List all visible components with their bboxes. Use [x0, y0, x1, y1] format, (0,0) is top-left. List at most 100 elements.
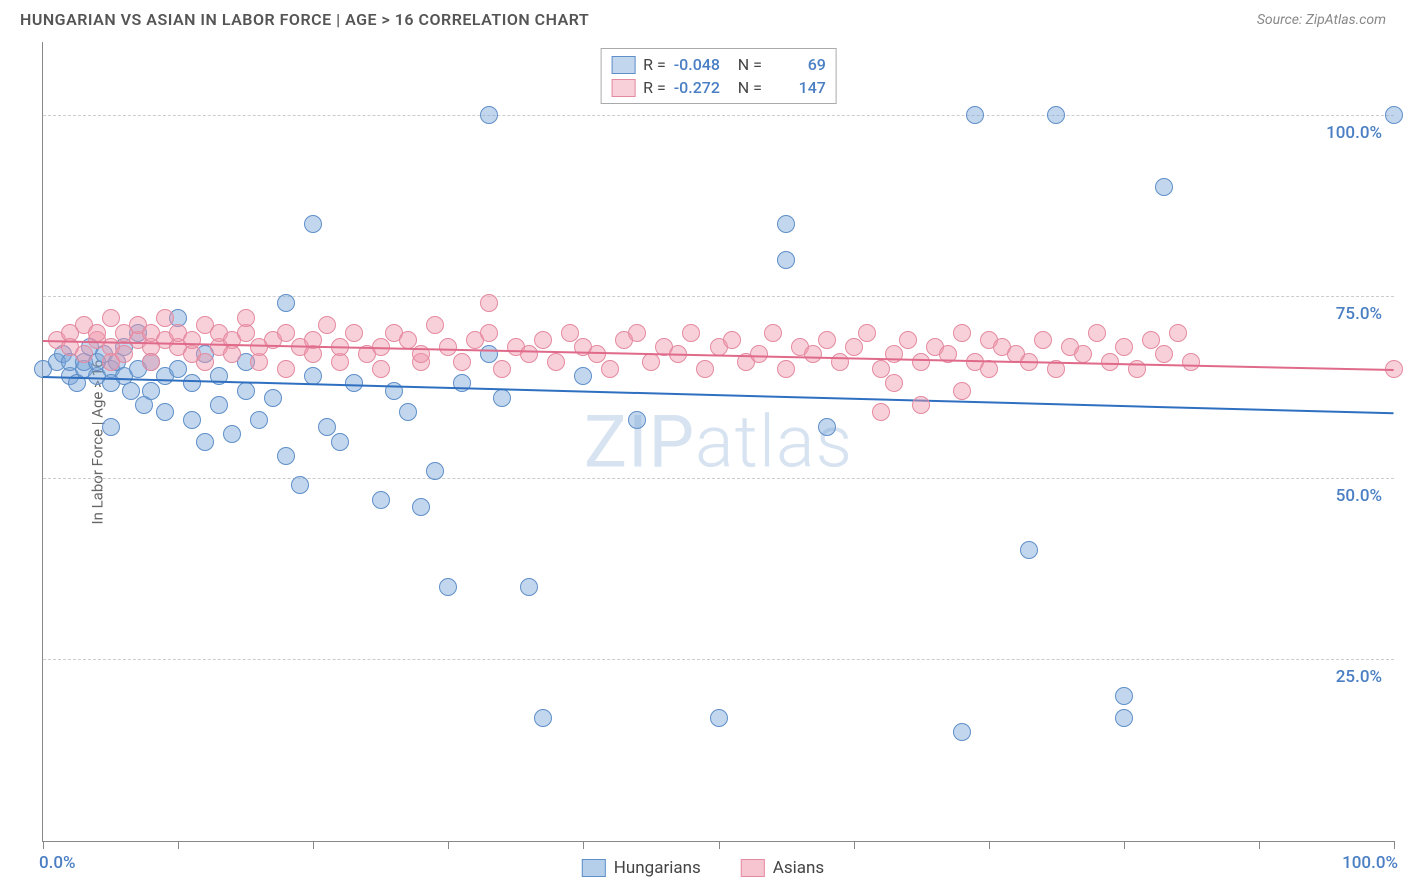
- source-attribution: Source: ZipAtlas.com: [1257, 12, 1386, 28]
- data-point: [1155, 345, 1173, 363]
- legend-label: Asians: [773, 858, 824, 878]
- data-point: [480, 106, 498, 124]
- data-point: [480, 324, 498, 342]
- data-point: [710, 709, 728, 727]
- legend-row: R =-0.272N =147: [611, 76, 826, 99]
- data-point: [1115, 338, 1133, 356]
- x-tick: [1394, 841, 1395, 849]
- chart-area: In Labor Force | Age > 16 ZIPatlas 25.0%…: [42, 42, 1394, 842]
- data-point: [872, 403, 890, 421]
- data-point: [480, 345, 498, 363]
- data-point: [885, 345, 903, 363]
- data-point: [1385, 106, 1403, 124]
- data-point: [439, 338, 457, 356]
- data-point: [872, 360, 890, 378]
- data-point: [115, 345, 133, 363]
- series-legend: Hungarians Asians: [582, 858, 824, 878]
- data-point: [156, 403, 174, 421]
- data-point: [1142, 331, 1160, 349]
- data-point: [628, 411, 646, 429]
- x-tick: [719, 841, 720, 849]
- x-tick: [583, 841, 584, 849]
- data-point: [980, 360, 998, 378]
- data-point: [345, 324, 363, 342]
- data-point: [764, 324, 782, 342]
- gridline: [43, 296, 1394, 297]
- data-point: [818, 331, 836, 349]
- data-point: [277, 294, 295, 312]
- data-point: [682, 324, 700, 342]
- data-point: [439, 578, 457, 596]
- data-point: [304, 215, 322, 233]
- data-point: [1047, 106, 1065, 124]
- data-point: [953, 382, 971, 400]
- x-tick: [178, 841, 179, 849]
- data-point: [588, 345, 606, 363]
- n-label: N =: [738, 55, 762, 74]
- data-point: [102, 418, 120, 436]
- legend-swatch: [741, 859, 765, 877]
- legend-label: Hungarians: [614, 858, 701, 878]
- y-tick-label: 25.0%: [1336, 667, 1382, 687]
- x-tick: [989, 841, 990, 849]
- x-tick: [43, 841, 44, 849]
- data-point: [88, 324, 106, 342]
- data-point: [534, 709, 552, 727]
- data-point: [142, 382, 160, 400]
- data-point: [1074, 345, 1092, 363]
- data-point: [628, 324, 646, 342]
- data-point: [210, 396, 228, 414]
- data-point: [574, 367, 592, 385]
- x-tick: [1124, 841, 1125, 849]
- data-point: [818, 418, 836, 436]
- data-point: [912, 353, 930, 371]
- data-point: [1101, 353, 1119, 371]
- x-axis-min-label: 0.0%: [39, 853, 76, 873]
- data-point: [318, 316, 336, 334]
- legend-item: Asians: [741, 858, 824, 878]
- data-point: [372, 360, 390, 378]
- data-point: [777, 251, 795, 269]
- data-point: [237, 309, 255, 327]
- legend-item: Hungarians: [582, 858, 701, 878]
- data-point: [899, 331, 917, 349]
- gridline: [43, 115, 1394, 116]
- data-point: [1155, 178, 1173, 196]
- data-point: [102, 309, 120, 327]
- y-tick-label: 50.0%: [1336, 486, 1382, 506]
- data-point: [223, 345, 241, 363]
- data-point: [493, 389, 511, 407]
- data-point: [291, 476, 309, 494]
- data-point: [831, 353, 849, 371]
- data-point: [696, 360, 714, 378]
- data-point: [845, 338, 863, 356]
- data-point: [426, 462, 444, 480]
- r-label: R =: [643, 78, 666, 97]
- n-value: 147: [770, 78, 826, 97]
- data-point: [1088, 324, 1106, 342]
- data-point: [777, 215, 795, 233]
- data-point: [953, 723, 971, 741]
- data-point: [804, 345, 822, 363]
- y-tick-label: 100.0%: [1326, 123, 1382, 143]
- data-point: [953, 324, 971, 342]
- data-point: [1034, 331, 1052, 349]
- data-point: [520, 578, 538, 596]
- data-point: [196, 353, 214, 371]
- data-point: [183, 374, 201, 392]
- x-axis-max-label: 100.0%: [1342, 853, 1398, 873]
- plot-region: ZIPatlas 25.0%50.0%75.0%100.0%: [43, 42, 1394, 841]
- data-point: [453, 374, 471, 392]
- x-tick: [854, 841, 855, 849]
- n-label: N =: [738, 78, 762, 97]
- gridline: [43, 659, 1394, 660]
- data-point: [547, 353, 565, 371]
- data-point: [561, 324, 579, 342]
- data-point: [520, 345, 538, 363]
- data-point: [250, 411, 268, 429]
- data-point: [122, 382, 140, 400]
- data-point: [277, 447, 295, 465]
- data-point: [318, 418, 336, 436]
- data-point: [426, 316, 444, 334]
- data-point: [912, 396, 930, 414]
